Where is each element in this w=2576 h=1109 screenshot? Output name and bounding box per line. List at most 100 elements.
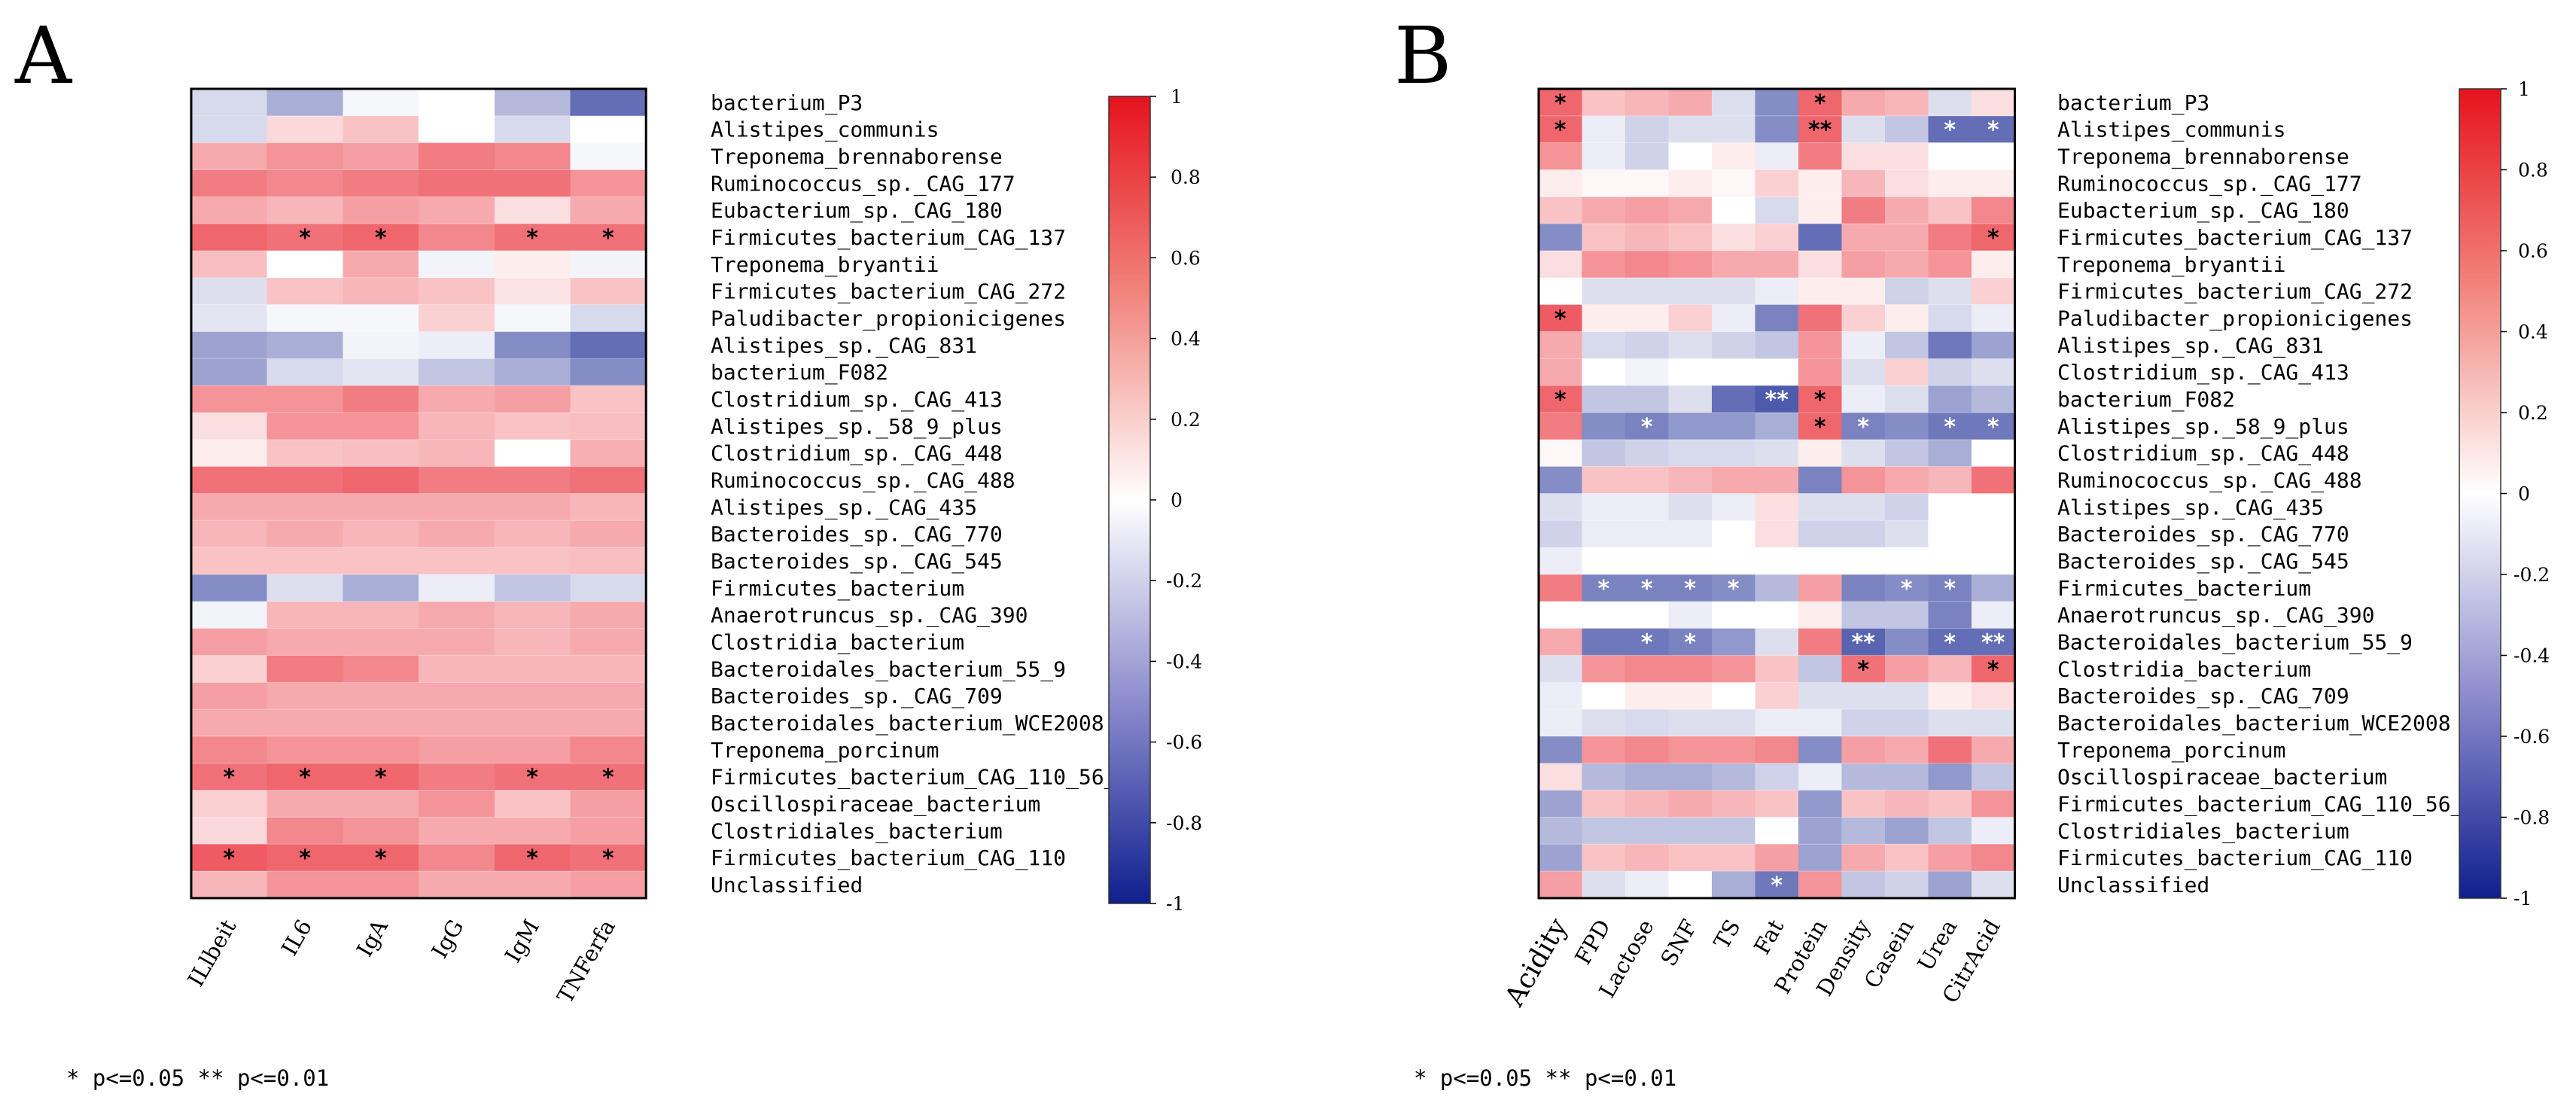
heatmap-cell <box>1841 736 1886 764</box>
heatmap-cell <box>1972 736 2016 764</box>
heatmap-frame <box>1537 87 2016 900</box>
significance-marker: * <box>299 765 311 791</box>
heatmap-cell <box>1885 169 1929 197</box>
heatmap-cell <box>1885 439 1929 468</box>
heatmap-cell <box>1885 547 1929 575</box>
heatmap-cell <box>570 250 647 279</box>
heatmap-cell <box>1539 628 1583 657</box>
row-label: Firmicutes_bacterium_CAG_110 <box>2057 845 2413 871</box>
heatmap-cell <box>191 142 268 171</box>
heatmap-cell <box>1928 115 1972 144</box>
heatmap-cell <box>1712 277 1756 306</box>
heatmap-cell <box>1841 763 1886 791</box>
heatmap-cell <box>1755 628 1799 657</box>
row-label: Bacteroides_sp._CAG_709 <box>2057 684 2349 709</box>
heatmap-cell <box>494 89 571 117</box>
heatmap-cell <box>1539 250 1583 279</box>
heatmap-cell <box>1668 817 1713 845</box>
heatmap-cell <box>1539 790 1583 818</box>
heatmap-cell <box>343 439 419 468</box>
row-label: Ruminococcus_sp._CAG_177 <box>711 171 1015 197</box>
heatmap-cell <box>1798 466 1843 495</box>
heatmap-cell <box>1625 520 1670 548</box>
row-label: Clostridiales_bacterium <box>2057 818 2349 844</box>
heatmap-cell <box>1668 89 1713 117</box>
heatmap-cell <box>1798 412 1843 440</box>
heatmap-cell <box>266 439 343 468</box>
heatmap-cell <box>419 385 495 413</box>
heatmap-cell <box>191 520 268 548</box>
heatmap-cell <box>1625 790 1670 818</box>
row-label: Treponema_brennaborense <box>2057 145 2349 170</box>
row-label: Clostridiales_bacterium <box>711 818 1003 844</box>
heatmap-cell <box>191 682 268 710</box>
colorbar-tick-label: -0.4 <box>1166 650 1202 672</box>
heatmap-cell <box>1972 331 2016 359</box>
heatmap-cell <box>1885 224 1929 251</box>
heatmap-cell <box>1625 169 1670 197</box>
heatmap-cell <box>1755 197 1799 224</box>
heatmap-cell <box>1712 358 1756 386</box>
heatmap-cell <box>1928 655 1972 683</box>
heatmap-cell <box>1668 790 1713 818</box>
heatmap-cell <box>1755 763 1799 791</box>
heatmap-cell <box>1972 628 2016 657</box>
heatmap-cell <box>1668 169 1713 197</box>
heatmap-cell <box>1625 628 1670 657</box>
heatmap-cell <box>1625 844 1670 872</box>
heatmap-cell <box>191 115 268 144</box>
heatmap-cell <box>494 385 571 413</box>
heatmap-cell <box>1928 197 1972 224</box>
heatmap-cell <box>1885 736 1929 764</box>
heatmap-cell <box>1625 142 1670 171</box>
heatmap-cell <box>266 790 343 818</box>
heatmap-cell <box>1712 601 1756 629</box>
heatmap-cell <box>343 655 419 683</box>
heatmap-cell <box>1755 547 1799 575</box>
colorbar-tick-label: -0.8 <box>2514 807 2550 829</box>
heatmap-cell <box>494 655 571 683</box>
heatmap-cell <box>191 817 268 845</box>
colorbar <box>1108 96 1151 904</box>
heatmap-cell <box>1841 89 1886 117</box>
heatmap-cell <box>1798 601 1843 629</box>
heatmap-cell <box>419 844 495 872</box>
heatmap-cell <box>1582 304 1626 333</box>
heatmap-cell <box>570 628 647 657</box>
heatmap-cell <box>1928 520 1972 548</box>
heatmap-cell <box>1712 844 1756 872</box>
heatmap-cell <box>570 331 647 359</box>
heatmap-cell <box>1625 115 1670 144</box>
heatmap-cell <box>1798 89 1843 117</box>
row-label: Oscillospiraceae_bacterium <box>2057 765 2387 791</box>
heatmap-cell <box>494 871 571 899</box>
heatmap-cell <box>570 412 647 440</box>
significance-marker: * <box>1597 576 1609 602</box>
heatmap-cell <box>1582 817 1626 845</box>
heatmap-cell <box>1625 89 1670 117</box>
heatmap-cell <box>266 169 343 197</box>
heatmap-cell <box>1972 601 2016 629</box>
row-label: Treponema_brennaborense <box>711 145 1003 170</box>
heatmap-cell <box>343 871 419 899</box>
heatmap-cell <box>1755 817 1799 845</box>
heatmap-cell <box>1582 871 1626 899</box>
heatmap-cell <box>1755 736 1799 764</box>
heatmap-cell <box>266 115 343 144</box>
heatmap-cell <box>1798 385 1843 413</box>
column-label: ILlbeit <box>183 915 242 991</box>
heatmap-cell <box>570 358 647 386</box>
heatmap-cell <box>343 574 419 602</box>
heatmap-cell <box>266 466 343 495</box>
row-label: Clostridia_bacterium <box>711 630 964 656</box>
heatmap-cell <box>1841 358 1886 386</box>
heatmap-cell <box>1539 89 1583 117</box>
heatmap-cell <box>266 89 343 117</box>
heatmap-cell <box>1928 601 1972 629</box>
heatmap-cell <box>266 763 343 791</box>
heatmap-cell <box>1582 682 1626 710</box>
heatmap-cell <box>494 304 571 333</box>
heatmap-cell <box>1582 412 1626 440</box>
heatmap-cell <box>1928 169 1972 197</box>
heatmap-cell <box>1625 412 1670 440</box>
